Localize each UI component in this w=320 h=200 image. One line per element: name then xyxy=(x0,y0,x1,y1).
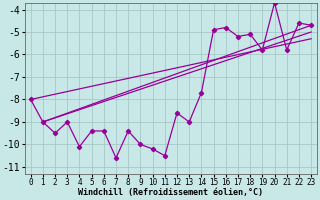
X-axis label: Windchill (Refroidissement éolien,°C): Windchill (Refroidissement éolien,°C) xyxy=(78,188,263,197)
